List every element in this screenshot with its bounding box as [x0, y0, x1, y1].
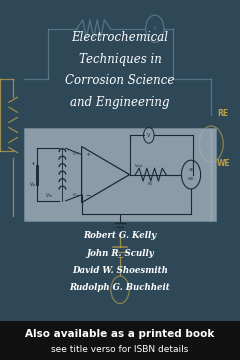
Text: Techniques in: Techniques in [78, 53, 162, 66]
Text: −: − [85, 192, 90, 197]
Text: Electrochemical: Electrochemical [72, 31, 168, 44]
Text: +: + [85, 152, 90, 157]
Text: $R_L$: $R_L$ [147, 181, 154, 189]
Text: $V_{out}$: $V_{out}$ [134, 163, 144, 170]
Text: $V_p$: $V_p$ [29, 181, 36, 191]
Text: and Engineering: and Engineering [70, 96, 170, 109]
Text: V: V [147, 133, 150, 138]
Text: Corrosion Science: Corrosion Science [65, 75, 175, 87]
Text: RE: RE [218, 109, 229, 118]
Bar [0, 321, 240, 360]
Text: John R. Scully: John R. Scully [86, 248, 154, 258]
Text: $V_+$: $V_+$ [72, 150, 79, 158]
Text: +: + [30, 161, 35, 166]
Bar [24, 128, 216, 221]
Text: Also available as a printed book: Also available as a printed book [25, 329, 215, 339]
Text: WE: WE [216, 159, 230, 168]
Text: Rudolph G. Buchheit: Rudolph G. Buchheit [70, 283, 170, 292]
Text: CE: CE [188, 168, 194, 172]
Text: see title verso for ISBN details: see title verso for ISBN details [51, 345, 189, 354]
Text: WE: WE [188, 177, 194, 181]
Text: $V_-$: $V_-$ [72, 192, 79, 198]
Text: V: V [153, 26, 157, 31]
Text: Robert G. Kelly: Robert G. Kelly [83, 231, 157, 240]
Text: David W. Shoesmith: David W. Shoesmith [72, 266, 168, 275]
Text: $V_m$: $V_m$ [45, 191, 53, 200]
